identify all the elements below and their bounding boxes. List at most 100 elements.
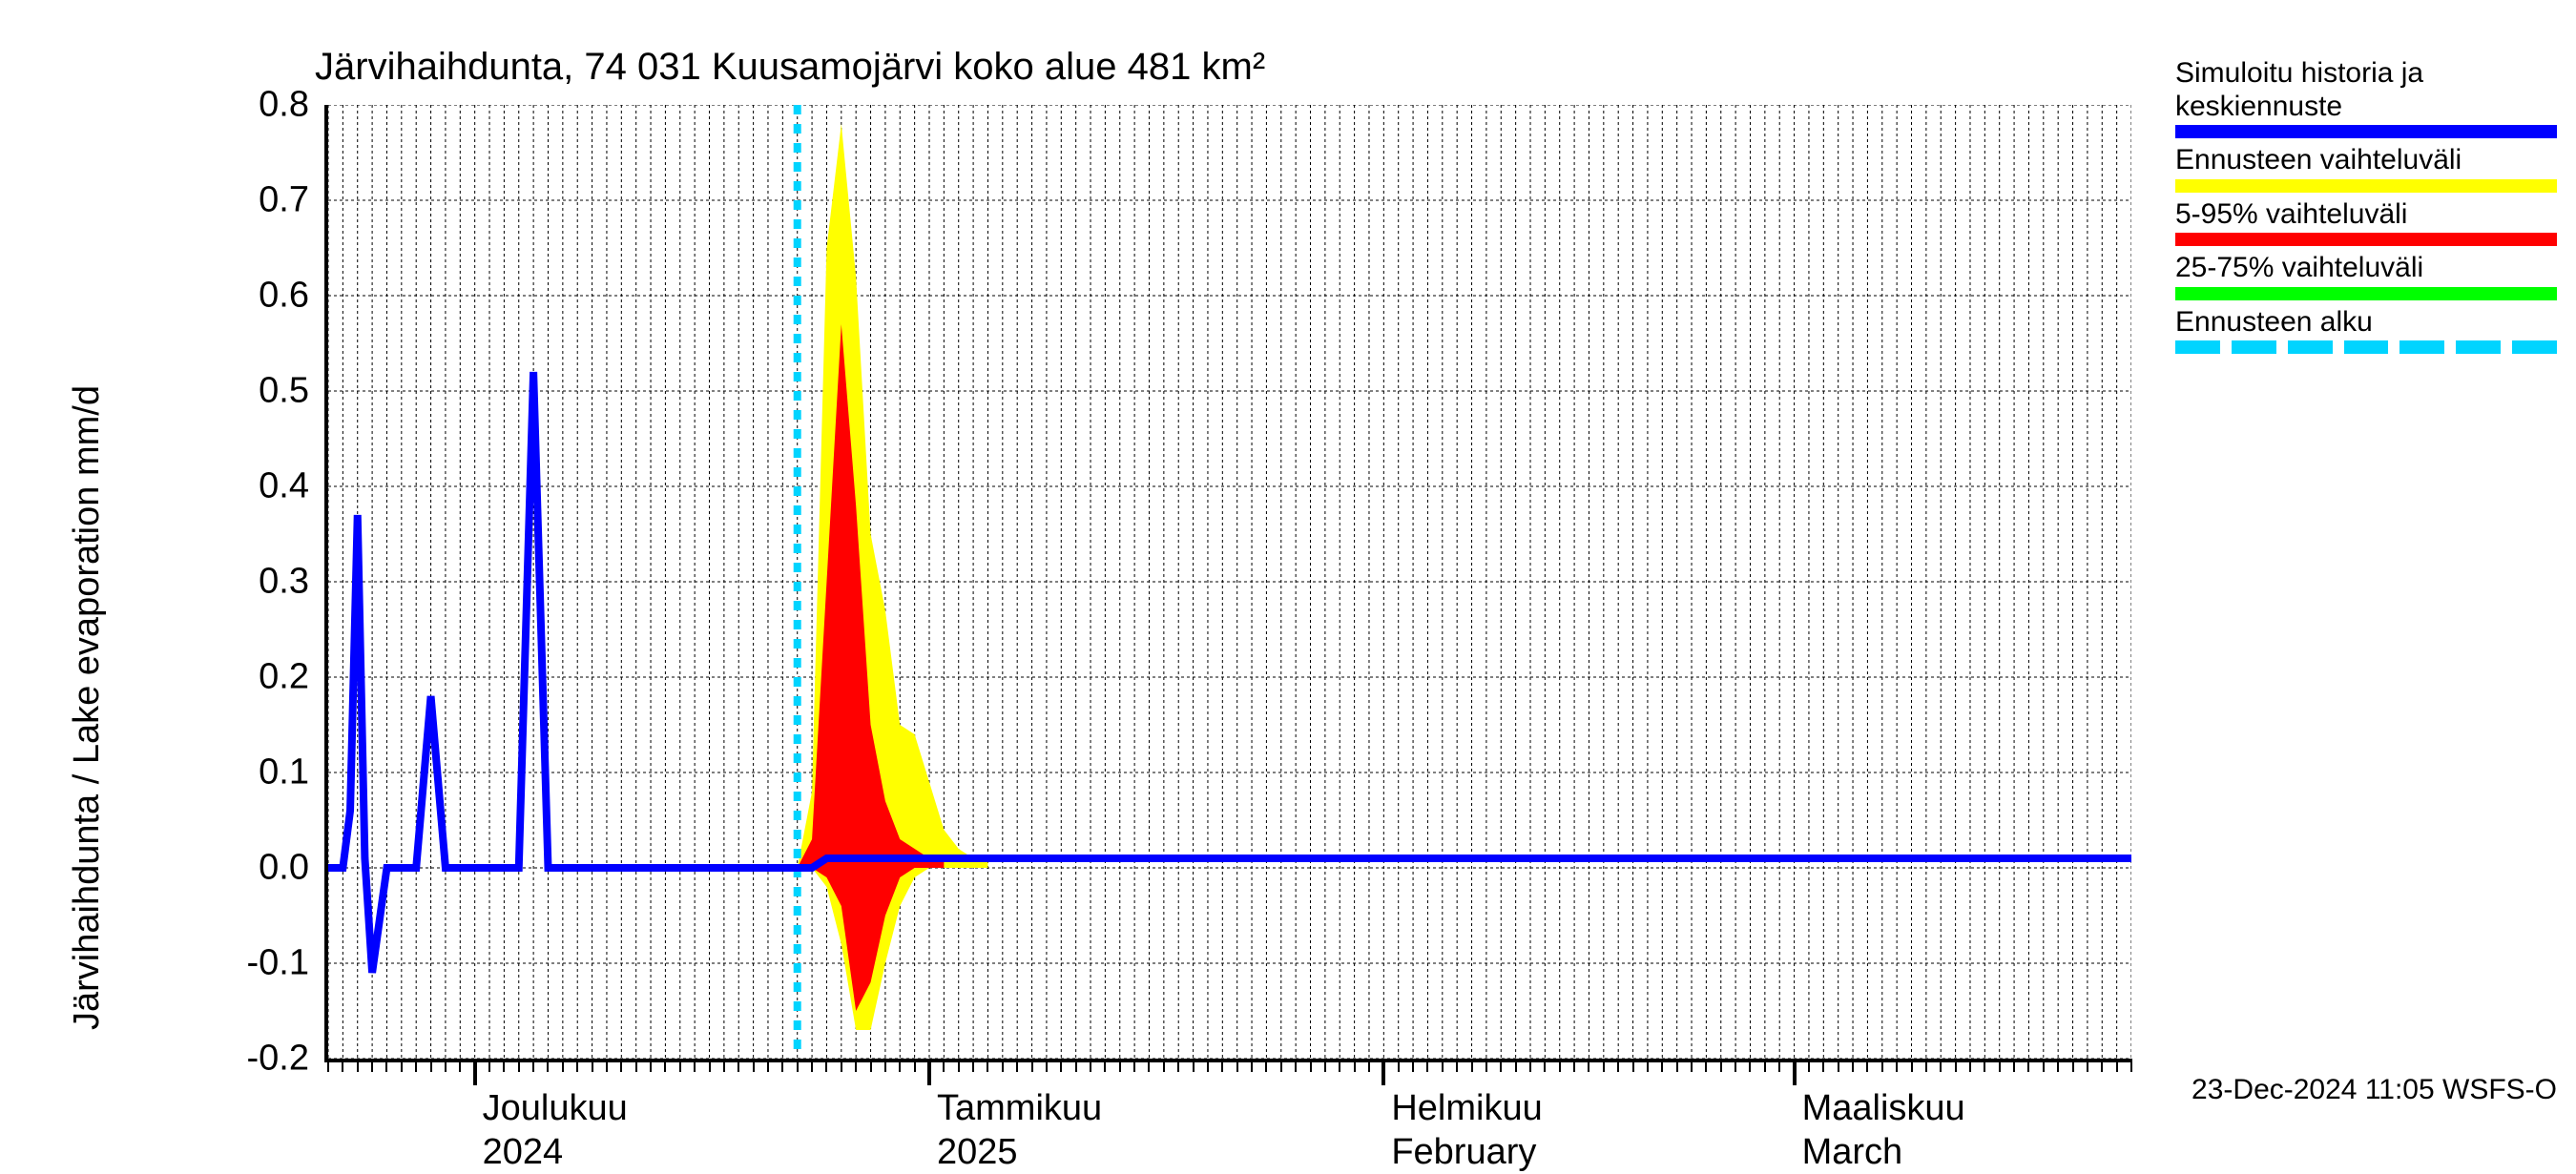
ytick-label: 0.1 — [259, 752, 309, 793]
legend-label: Ennusteen alku — [2175, 306, 2557, 340]
x-minor-tick — [401, 1059, 403, 1072]
x-minor-tick — [2116, 1059, 2118, 1072]
x-minor-tick — [811, 1059, 813, 1072]
chart-title: Järvihaihdunta, 74 031 Kuusamojärvi koko… — [315, 46, 1265, 89]
x-minor-tick — [1133, 1059, 1135, 1072]
legend-entry: Ennusteen alku — [2175, 306, 2557, 355]
ytick-label: -0.1 — [247, 943, 309, 984]
legend-swatch — [2175, 233, 2557, 246]
x-minor-tick — [841, 1059, 842, 1072]
legend-swatch — [2175, 179, 2557, 193]
x-minor-tick — [1705, 1059, 1707, 1072]
x-minor-tick — [1838, 1059, 1839, 1072]
x-minor-tick — [2057, 1059, 2059, 1072]
x-minor-tick — [1426, 1059, 1428, 1072]
x-minor-tick — [767, 1059, 769, 1072]
x-minor-tick — [1749, 1059, 1751, 1072]
legend-dash — [2175, 340, 2557, 354]
x-minor-tick — [357, 1059, 359, 1072]
x-minor-tick — [2101, 1059, 2103, 1072]
x-minor-tick — [958, 1059, 960, 1072]
x-minor-tick — [415, 1059, 417, 1072]
x-minor-tick — [1735, 1059, 1736, 1072]
x-minor-tick — [1090, 1059, 1091, 1072]
x-minor-tick — [327, 1059, 329, 1072]
legend-swatch — [2175, 125, 2557, 138]
x-minor-tick — [503, 1059, 505, 1072]
x-minor-tick — [679, 1059, 681, 1072]
x-minor-tick — [1808, 1059, 1810, 1072]
x-minor-tick — [1822, 1059, 1824, 1072]
x-minor-tick — [576, 1059, 578, 1072]
x-minor-tick — [1866, 1059, 1868, 1072]
legend-entry: 25-75% vaihteluväli — [2175, 252, 2557, 300]
x-minor-tick — [562, 1059, 564, 1072]
ytick-label: 0.0 — [259, 848, 309, 889]
x-minor-tick — [1295, 1059, 1297, 1072]
ytick-label: 0.3 — [259, 562, 309, 603]
x-minor-tick — [2013, 1059, 2015, 1072]
ytick-label: 0.5 — [259, 371, 309, 412]
x-major-tick — [1381, 1059, 1385, 1085]
x-minor-tick — [1999, 1059, 2001, 1072]
x-minor-tick — [1603, 1059, 1605, 1072]
ytick-label: 0.4 — [259, 466, 309, 507]
x-minor-tick — [1456, 1059, 1458, 1072]
x-minor-tick — [1529, 1059, 1531, 1072]
x-minor-tick — [342, 1059, 343, 1072]
x-minor-tick — [1236, 1059, 1238, 1072]
x-minor-tick — [943, 1059, 945, 1072]
x-minor-tick — [694, 1059, 696, 1072]
x-minor-tick — [635, 1059, 637, 1072]
x-minor-tick — [1984, 1059, 1985, 1072]
x-minor-tick — [1163, 1059, 1165, 1072]
x-minor-tick — [2130, 1059, 2132, 1072]
x-minor-tick — [1046, 1059, 1048, 1072]
ytick-label: 0.6 — [259, 276, 309, 317]
x-minor-tick — [1265, 1059, 1267, 1072]
x-minor-tick — [1193, 1059, 1195, 1072]
x-minor-tick — [709, 1059, 711, 1072]
x-minor-tick — [1647, 1059, 1649, 1072]
legend-label: Simuloitu historia ja keskiennuste — [2175, 57, 2557, 123]
timestamp-label: 23-Dec-2024 11:05 WSFS-O — [2192, 1074, 2557, 1106]
xtick-label: Tammikuu2025 — [937, 1087, 1102, 1174]
x-minor-tick — [855, 1059, 857, 1072]
x-minor-tick — [1691, 1059, 1693, 1072]
x-minor-tick — [1852, 1059, 1854, 1072]
x-minor-tick — [1221, 1059, 1223, 1072]
x-minor-tick — [1368, 1059, 1370, 1072]
x-minor-tick — [430, 1059, 432, 1072]
x-minor-tick — [1119, 1059, 1121, 1072]
blue-series-line — [328, 372, 2131, 973]
x-minor-tick — [1324, 1059, 1326, 1072]
x-minor-tick — [620, 1059, 622, 1072]
x-minor-tick — [1310, 1059, 1312, 1072]
x-minor-tick — [488, 1059, 490, 1072]
x-minor-tick — [1500, 1059, 1502, 1072]
legend-label: 25-75% vaihteluväli — [2175, 252, 2557, 285]
x-minor-tick — [1412, 1059, 1414, 1072]
x-minor-tick — [1002, 1059, 1004, 1072]
xtick-label: HelmikuuFebruary — [1391, 1087, 1542, 1174]
x-minor-tick — [2087, 1059, 2088, 1072]
x-minor-tick — [1251, 1059, 1253, 1072]
x-minor-tick — [987, 1059, 988, 1072]
ytick-label: 0.2 — [259, 657, 309, 698]
x-minor-tick — [825, 1059, 827, 1072]
x-minor-tick — [914, 1059, 916, 1072]
x-minor-tick — [870, 1059, 872, 1072]
x-minor-tick — [1515, 1059, 1517, 1072]
x-minor-tick — [518, 1059, 520, 1072]
x-minor-tick — [532, 1059, 534, 1072]
legend-label: Ennusteen vaihteluväli — [2175, 144, 2557, 177]
x-minor-tick — [1911, 1059, 1913, 1072]
x-minor-tick — [899, 1059, 901, 1072]
x-minor-tick — [650, 1059, 652, 1072]
x-minor-tick — [1398, 1059, 1400, 1072]
x-minor-tick — [664, 1059, 666, 1072]
x-minor-tick — [1031, 1059, 1033, 1072]
x-minor-tick — [1896, 1059, 1898, 1072]
chart-container: Järvihaihdunta, 74 031 Kuusamojärvi koko… — [0, 0, 2576, 1144]
x-minor-tick — [781, 1059, 783, 1072]
